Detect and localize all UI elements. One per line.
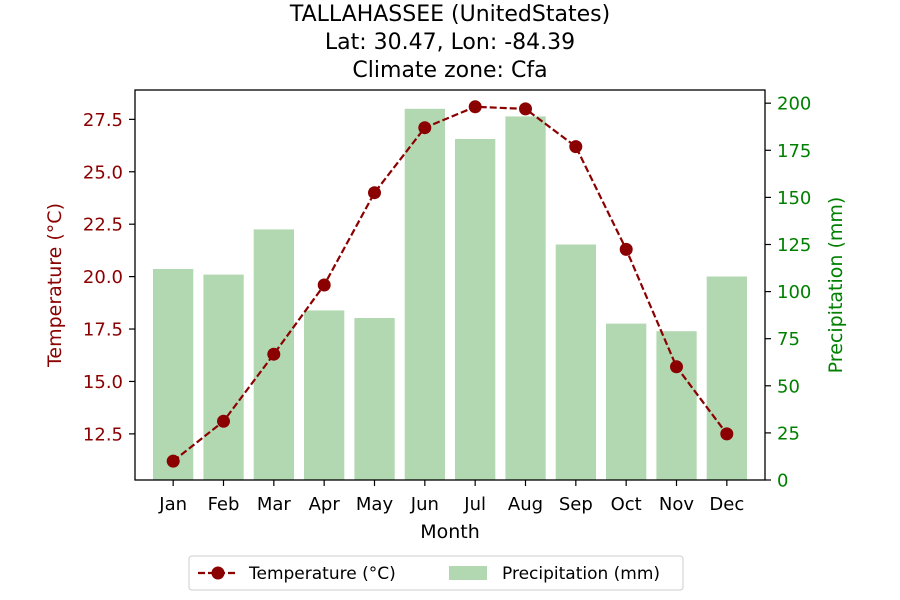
right-axis-label: Precipitation (mm)	[825, 197, 847, 374]
right-tick-label: 175	[777, 141, 811, 162]
temperature-point-oct	[619, 242, 633, 256]
x-tick-label: Aug	[508, 494, 543, 515]
right-axis-ticks: 0 25 50 75 100 125 150 175 200	[765, 94, 811, 492]
right-tick-label: 50	[777, 376, 800, 397]
x-tick-label: Sep	[559, 494, 593, 515]
precipitation-bar-sep	[555, 244, 596, 480]
left-tick-label: 25.0	[83, 162, 123, 183]
x-tick-label: May	[356, 494, 394, 515]
x-tick-label: Nov	[659, 494, 694, 515]
title-line-1: TALLAHASSEE (UnitedStates)	[289, 2, 610, 27]
temperature-point-may	[368, 186, 381, 200]
chart-title: TALLAHASSEE (UnitedStates) Lat: 30.47, L…	[289, 2, 610, 83]
right-tick-label: 200	[777, 94, 811, 115]
temperature-point-nov	[670, 360, 683, 374]
left-axis-label: Temperature (°C)	[44, 203, 66, 368]
left-tick-label: 12.5	[83, 424, 123, 445]
x-tick-label: Dec	[709, 494, 744, 515]
precipitation-bar-oct	[606, 323, 647, 480]
temperature-series-line	[172, 105, 728, 462]
legend-precipitation-label: Precipitation (mm)	[502, 564, 660, 584]
legend-precipitation-swatch	[449, 566, 487, 580]
right-tick-label: 125	[777, 235, 811, 256]
precipitation-bar-may	[354, 318, 395, 480]
x-tick-label: Oct	[611, 494, 642, 515]
precipitation-bars	[153, 108, 747, 481]
left-axis-ticks: 12.5 15.0 17.5 20.0 22.5 25.0 27.5	[83, 110, 135, 445]
temperature-point-aug	[519, 102, 532, 116]
left-tick-label: 15.0	[83, 372, 123, 393]
temperature-line	[166, 100, 734, 468]
left-tick-label: 20.0	[83, 267, 123, 288]
precipitation-bar-aug	[505, 116, 546, 481]
temperature-point-jan	[166, 454, 180, 468]
temperature-point-sep	[569, 140, 583, 154]
precipitation-bar-dec	[706, 276, 747, 480]
x-tick-label: Mar	[257, 494, 292, 515]
title-line-3: Climate zone: Cfa	[352, 58, 547, 83]
right-tick-label: 100	[777, 282, 811, 303]
temperature-point-feb	[217, 414, 230, 428]
left-tick-label: 22.5	[83, 215, 123, 236]
temperature-point-apr	[317, 278, 331, 292]
x-tick-label: Feb	[208, 494, 240, 515]
temperature-point-mar	[267, 347, 281, 361]
right-tick-label: 25	[777, 423, 800, 444]
precipitation-bar-jan	[153, 269, 194, 480]
right-tick-label: 75	[777, 329, 800, 350]
precipitation-bar-apr	[304, 310, 345, 480]
left-tick-label: 17.5	[83, 320, 123, 341]
legend-frame	[188, 555, 684, 591]
precipitation-bar-jul	[455, 139, 496, 480]
right-tick-label: 0	[777, 471, 788, 492]
legend-temperature-marker	[211, 566, 225, 580]
legend: Temperature (°C) Precipitation (mm)	[188, 555, 684, 591]
left-tick-label: 27.5	[83, 110, 123, 131]
plot-frame	[134, 89, 766, 481]
x-tick-label: Jul	[463, 494, 486, 515]
x-tick-label: Jun	[410, 494, 439, 515]
title-line-2: Lat: 30.47, Lon: -84.39	[325, 30, 575, 55]
temperature-point-jul	[468, 100, 482, 114]
precipitation-bar-nov	[656, 331, 697, 480]
x-axis-label: Month	[420, 521, 480, 543]
legend-temperature-label: Temperature (°C)	[248, 564, 396, 584]
x-tick-label: Apr	[309, 494, 341, 515]
x-axis-ticks: Jan Feb Mar Apr May Jun Jul Aug Sep Oct Nov Dec	[158, 480, 744, 515]
x-tick-label: Jan	[158, 494, 187, 515]
right-tick-label: 150	[777, 188, 811, 209]
precipitation-bar-feb	[203, 274, 244, 480]
temperature-point-dec	[720, 427, 734, 441]
temperature-point-jun	[418, 121, 432, 135]
precipitation-bar-jun	[404, 108, 445, 481]
